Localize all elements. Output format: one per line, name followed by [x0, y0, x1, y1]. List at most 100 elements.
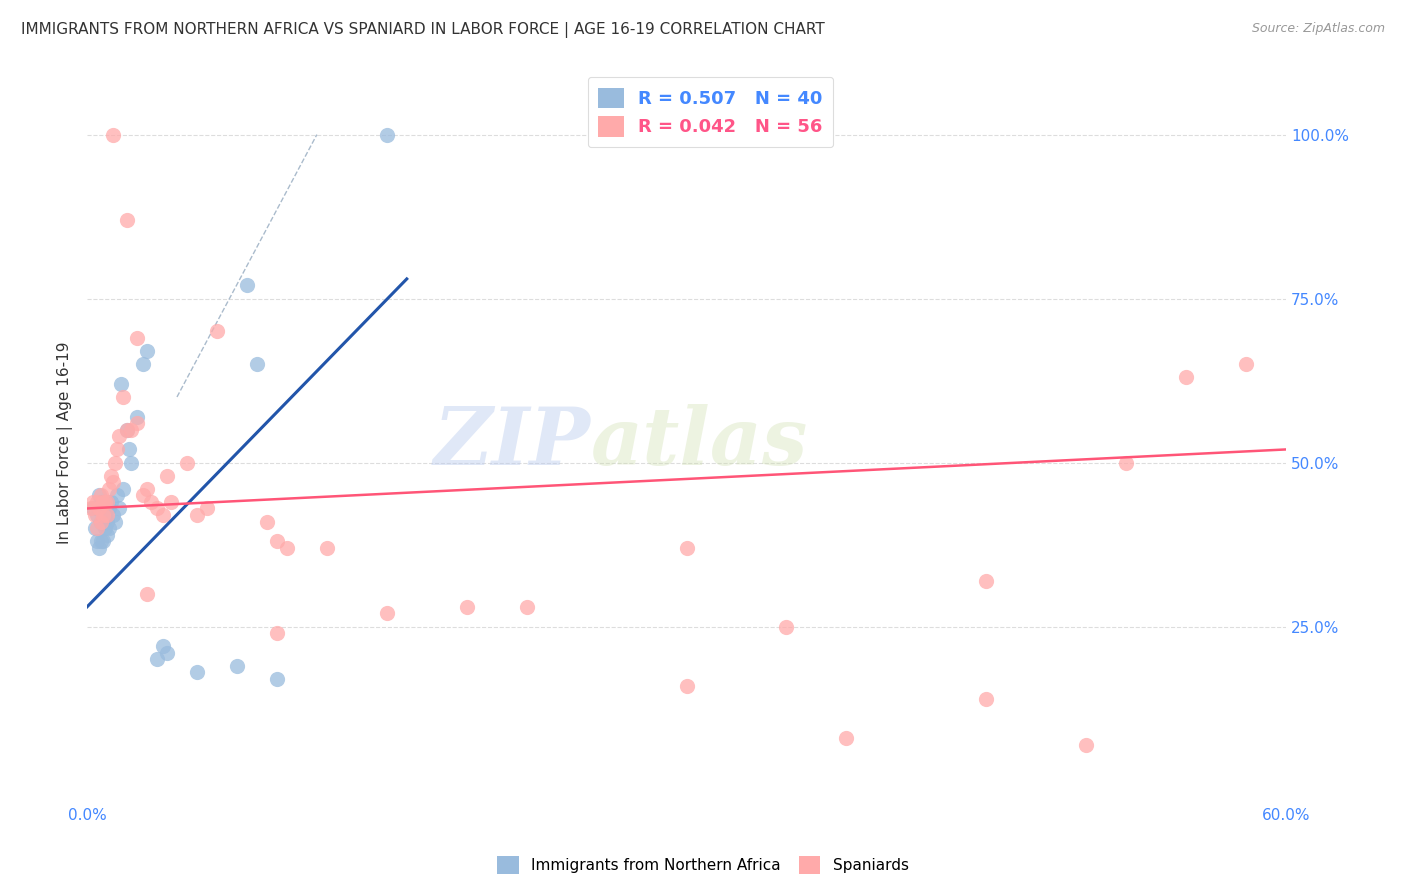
Point — [96, 495, 118, 509]
Point — [1175, 370, 1198, 384]
Point — [675, 679, 697, 693]
Point — [91, 534, 114, 549]
Point — [375, 128, 398, 142]
Point — [120, 456, 142, 470]
Point — [120, 423, 142, 437]
Point — [375, 607, 398, 621]
Point — [160, 495, 183, 509]
Point — [98, 482, 121, 496]
Point — [266, 672, 288, 686]
Point — [118, 442, 141, 457]
Point — [152, 508, 174, 522]
Point — [156, 646, 179, 660]
Point — [246, 357, 269, 371]
Text: Source: ZipAtlas.com: Source: ZipAtlas.com — [1251, 22, 1385, 36]
Point — [82, 495, 104, 509]
Point — [98, 521, 121, 535]
Point — [101, 475, 124, 490]
Point — [91, 508, 114, 522]
Point — [186, 665, 208, 680]
Point — [132, 488, 155, 502]
Point — [86, 495, 108, 509]
Point — [136, 587, 159, 601]
Point — [115, 423, 138, 437]
Point — [266, 534, 288, 549]
Point — [86, 508, 108, 522]
Point — [91, 501, 114, 516]
Point — [101, 128, 124, 142]
Point — [835, 731, 858, 745]
Point — [96, 508, 118, 522]
Point — [96, 527, 118, 541]
Point — [108, 429, 131, 443]
Point — [152, 639, 174, 653]
Point — [136, 482, 159, 496]
Point — [516, 599, 538, 614]
Point — [82, 501, 104, 516]
Point — [90, 515, 112, 529]
Point — [139, 495, 162, 509]
Point — [87, 501, 110, 516]
Point — [98, 501, 121, 516]
Point — [115, 423, 138, 437]
Point — [146, 652, 169, 666]
Point — [456, 599, 478, 614]
Point — [266, 626, 288, 640]
Point — [195, 501, 218, 516]
Point — [101, 508, 124, 522]
Y-axis label: In Labor Force | Age 16-19: In Labor Force | Age 16-19 — [58, 342, 73, 544]
Point — [96, 515, 118, 529]
Point — [94, 495, 117, 509]
Point — [315, 541, 337, 555]
Point — [94, 521, 117, 535]
Point — [90, 488, 112, 502]
Point — [100, 495, 122, 509]
Point — [125, 409, 148, 424]
Point — [226, 659, 249, 673]
Legend: Immigrants from Northern Africa, Spaniards: Immigrants from Northern Africa, Spaniar… — [491, 850, 915, 880]
Point — [1076, 738, 1098, 752]
Point — [87, 488, 110, 502]
Point — [176, 456, 198, 470]
Point — [276, 541, 298, 555]
Point — [136, 344, 159, 359]
Point — [90, 515, 112, 529]
Point — [125, 416, 148, 430]
Point — [110, 376, 132, 391]
Point — [146, 501, 169, 516]
Point — [775, 619, 797, 633]
Point — [90, 534, 112, 549]
Point — [256, 515, 278, 529]
Point — [104, 456, 127, 470]
Point — [1115, 456, 1137, 470]
Point — [105, 442, 128, 457]
Point — [132, 357, 155, 371]
Point — [84, 521, 107, 535]
Point — [1234, 357, 1257, 371]
Point — [105, 488, 128, 502]
Point — [156, 468, 179, 483]
Point — [112, 482, 135, 496]
Point — [91, 495, 114, 509]
Point — [675, 541, 697, 555]
Point — [90, 495, 112, 509]
Text: atlas: atlas — [591, 404, 808, 482]
Point — [86, 534, 108, 549]
Point — [94, 508, 117, 522]
Point — [108, 501, 131, 516]
Point — [236, 278, 259, 293]
Point — [87, 541, 110, 555]
Point — [80, 501, 103, 516]
Point — [974, 574, 997, 588]
Point — [112, 390, 135, 404]
Point — [186, 508, 208, 522]
Point — [96, 495, 118, 509]
Text: IMMIGRANTS FROM NORTHERN AFRICA VS SPANIARD IN LABOR FORCE | AGE 16-19 CORRELATI: IMMIGRANTS FROM NORTHERN AFRICA VS SPANI… — [21, 22, 825, 38]
Point — [84, 508, 107, 522]
Point — [205, 325, 228, 339]
Point — [104, 515, 127, 529]
Point — [100, 468, 122, 483]
Point — [86, 521, 108, 535]
Point — [125, 331, 148, 345]
Point — [974, 691, 997, 706]
